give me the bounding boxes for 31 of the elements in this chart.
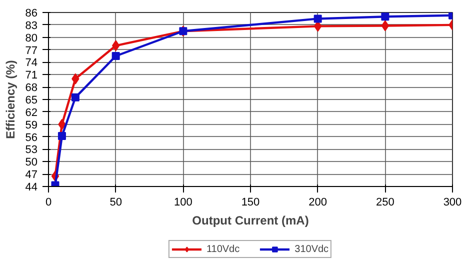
x-tick-label: 300: [443, 196, 462, 208]
point: [381, 12, 390, 21]
point: [112, 52, 120, 60]
x-axis-title: Output Current (mA): [192, 214, 309, 228]
x-tick-label: 0: [45, 196, 52, 208]
y-tick-label: 65: [25, 94, 38, 106]
point: [314, 14, 322, 23]
point: [58, 132, 66, 140]
y-tick-label: 62: [25, 106, 38, 119]
legend-label: 310Vdc: [294, 243, 329, 255]
y-tick-label: 44: [25, 182, 38, 194]
legend-label: 110Vdc: [206, 243, 240, 255]
y-tick-label: 86: [25, 8, 38, 20]
x-tick-label: 250: [376, 196, 394, 208]
y-tick-label: 80: [25, 32, 38, 44]
y-tick-label: 47: [25, 169, 38, 182]
y-tick-label: 59: [25, 119, 38, 132]
y-tick-label: 74: [25, 57, 38, 70]
y-tick-label: 53: [25, 144, 38, 156]
y-tick-label: 83: [25, 20, 38, 32]
y-tick-label: 68: [25, 82, 38, 94]
y-tick-label: 50: [25, 156, 38, 169]
y-tick-label: 77: [25, 44, 38, 57]
y-tick-label: 71: [25, 70, 38, 82]
point: [71, 93, 80, 102]
y-tick-label: 56: [25, 132, 38, 144]
x-tick-label: 200: [308, 196, 328, 208]
x-tick-label: 50: [110, 196, 122, 208]
y-axis-title: Efficiency (%): [3, 60, 18, 139]
x-tick-label: 100: [174, 196, 192, 208]
x-tick-label: 150: [241, 196, 260, 208]
